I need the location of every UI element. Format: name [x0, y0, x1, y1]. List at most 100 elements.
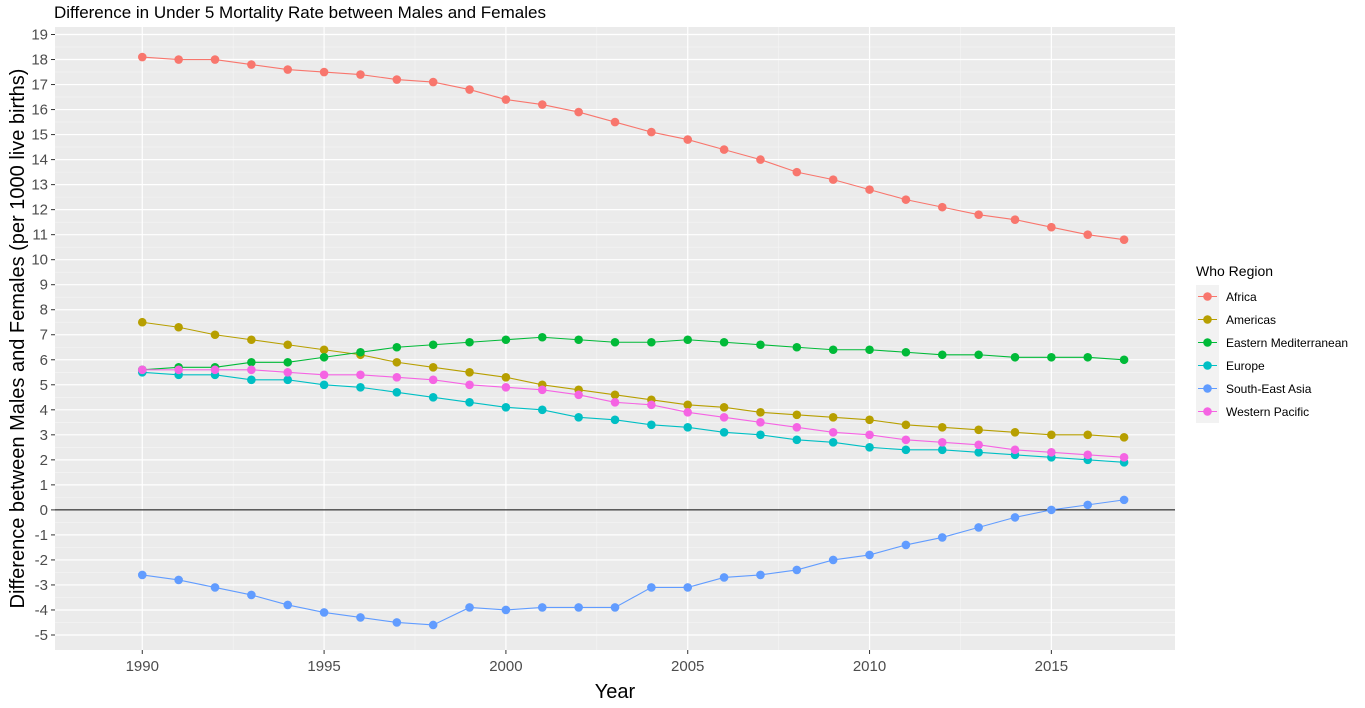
data-point-africa — [247, 60, 256, 69]
data-point-western-pacific — [865, 430, 874, 440]
data-point-western-pacific — [1010, 445, 1020, 455]
y-tick-label: 17 — [31, 77, 48, 94]
data-point-africa — [428, 77, 438, 87]
data-point-western-pacific — [428, 375, 438, 385]
data-point-americas — [319, 345, 329, 355]
y-tick-label: 16 — [31, 102, 48, 119]
x-tick-label: 2010 — [853, 658, 886, 675]
data-point-europe — [574, 413, 583, 422]
data-point-europe — [828, 438, 838, 447]
y-tick-label: 19 — [31, 27, 48, 44]
data-point-africa — [683, 135, 693, 144]
data-point-africa — [974, 210, 983, 219]
data-point-americas — [174, 322, 183, 332]
data-point-eastern-mediterranean — [574, 335, 583, 345]
data-point-americas — [937, 423, 947, 432]
data-point-europe — [610, 415, 620, 425]
y-tick-label: 9 — [40, 277, 48, 294]
data-point-western-pacific — [356, 370, 365, 380]
data-point-eastern-mediterranean — [610, 337, 620, 347]
y-tick-label: 13 — [31, 177, 48, 194]
data-point-western-pacific — [974, 440, 983, 450]
data-point-south-east-asia — [1083, 500, 1093, 510]
series-line-south-east-asia — [142, 499, 1125, 626]
data-point-south-east-asia — [174, 575, 183, 585]
data-point-americas — [210, 330, 220, 340]
data-point-europe — [392, 387, 402, 397]
data-point-western-pacific — [465, 380, 474, 390]
data-point-americas — [428, 362, 438, 372]
legend-label-eastern-mediterranean: Eastern Mediterranean — [1226, 336, 1348, 350]
data-point-europe — [683, 423, 693, 432]
y-tick-label: -5 — [35, 627, 48, 644]
data-point-eastern-mediterranean — [828, 345, 838, 355]
data-point-south-east-asia — [719, 573, 729, 582]
y-tick-label: -4 — [35, 602, 48, 619]
data-point-south-east-asia — [574, 603, 583, 612]
y-tick-label: 15 — [31, 127, 48, 144]
data-point-africa — [574, 107, 583, 117]
data-point-africa — [937, 202, 947, 212]
x-axis: 1990 1995 2000 2005 2010 2015 — [126, 650, 1068, 675]
data-point-africa — [647, 127, 656, 137]
data-point-africa — [756, 155, 765, 164]
data-point-western-pacific — [719, 413, 729, 422]
data-point-eastern-mediterranean — [1010, 352, 1020, 362]
data-point-europe — [792, 435, 802, 445]
data-point-africa — [537, 100, 547, 109]
legend: Who Region Africa Americas Eastern Mediter… — [1196, 263, 1348, 423]
data-point-americas — [465, 367, 474, 377]
data-point-europe — [283, 375, 293, 385]
data-point-africa — [392, 75, 402, 84]
y-tick-label: 4 — [40, 402, 48, 419]
data-point-western-pacific — [137, 365, 147, 375]
data-point-western-pacific — [901, 435, 911, 445]
legend-key-point-western-pacific — [1203, 407, 1212, 416]
y-tick-label: 6 — [40, 352, 48, 369]
data-point-eastern-mediterranean — [247, 357, 256, 367]
data-point-europe — [974, 448, 983, 457]
data-point-western-pacific — [683, 408, 693, 417]
data-point-europe — [647, 420, 656, 430]
data-point-europe — [937, 445, 947, 455]
data-point-south-east-asia — [901, 540, 911, 550]
data-point-eastern-mediterranean — [865, 345, 874, 355]
y-tick-label: 0 — [40, 502, 48, 519]
data-point-africa — [283, 65, 293, 74]
y-tick-label: 10 — [31, 252, 48, 269]
data-point-americas — [1083, 430, 1093, 440]
data-point-eastern-mediterranean — [319, 352, 329, 362]
data-point-europe — [465, 398, 474, 407]
x-tick-label: 2000 — [489, 658, 522, 675]
data-point-south-east-asia — [247, 590, 256, 600]
data-point-eastern-mediterranean — [901, 347, 911, 357]
data-point-western-pacific — [174, 365, 183, 375]
data-point-africa — [501, 95, 511, 104]
data-point-south-east-asia — [283, 600, 293, 610]
data-point-africa — [465, 85, 474, 94]
data-point-americas — [1047, 430, 1056, 440]
data-point-africa — [610, 117, 620, 127]
data-point-americas — [974, 425, 983, 435]
y-tick-label: 1 — [40, 477, 48, 494]
data-point-eastern-mediterranean — [937, 350, 947, 360]
data-point-europe — [756, 430, 765, 440]
data-point-eastern-mediterranean — [792, 342, 802, 352]
data-point-europe — [356, 382, 365, 392]
data-point-south-east-asia — [501, 605, 511, 615]
legend-label-africa: Africa — [1226, 290, 1257, 304]
data-point-eastern-mediterranean — [974, 350, 983, 360]
data-point-europe — [901, 445, 911, 455]
data-point-eastern-mediterranean — [465, 337, 474, 347]
data-point-western-pacific — [319, 370, 329, 380]
legend-label-europe: Europe — [1226, 359, 1265, 373]
data-point-eastern-mediterranean — [501, 335, 511, 345]
legend-label-western-pacific: Western Pacific — [1226, 405, 1309, 419]
data-point-western-pacific — [392, 372, 402, 382]
data-point-western-pacific — [210, 365, 220, 375]
x-tick-label: 1995 — [307, 658, 340, 675]
y-tick-label: -3 — [35, 577, 48, 594]
y-tick-label: -2 — [35, 552, 48, 569]
data-point-south-east-asia — [937, 533, 947, 542]
